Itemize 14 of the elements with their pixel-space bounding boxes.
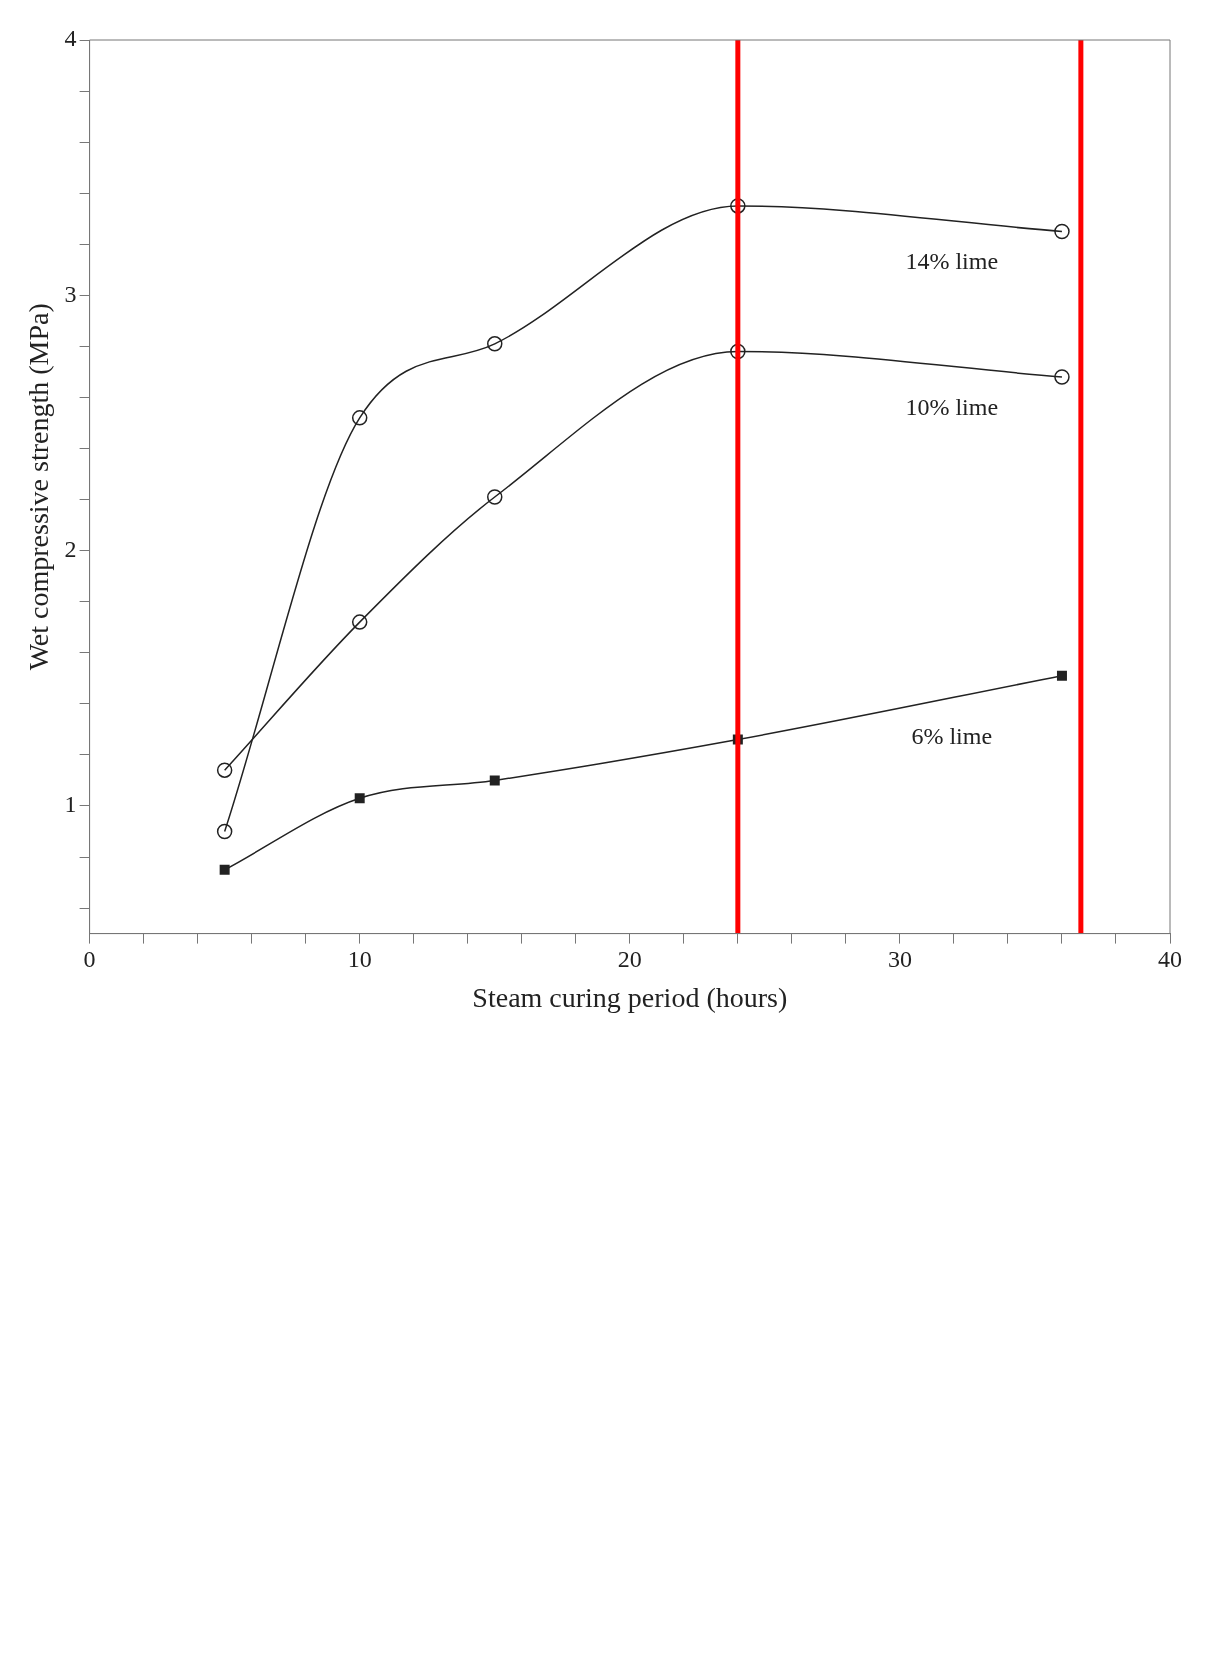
y-tick-label: 1 [64, 791, 77, 818]
series-label: 14% lime [905, 248, 999, 275]
x-tick-label: 20 [617, 946, 642, 973]
x-tick-label: 30 [887, 946, 912, 973]
series-label: 6% lime [911, 722, 993, 749]
x-tick-label: 40 [1158, 946, 1182, 973]
y-tick-label: 3 [64, 280, 77, 307]
y-axis-title: Wet compressive strength (MPa) [23, 303, 55, 671]
x-tick-label: 10 [347, 946, 372, 973]
x-tick-label: 0 [83, 946, 96, 973]
y-tick-label: 2 [64, 535, 77, 562]
x-axis-title: Steam curing period (hours) [472, 981, 788, 1013]
series-label: 10% lime [905, 393, 999, 420]
y-tick-label: 4 [64, 25, 77, 52]
